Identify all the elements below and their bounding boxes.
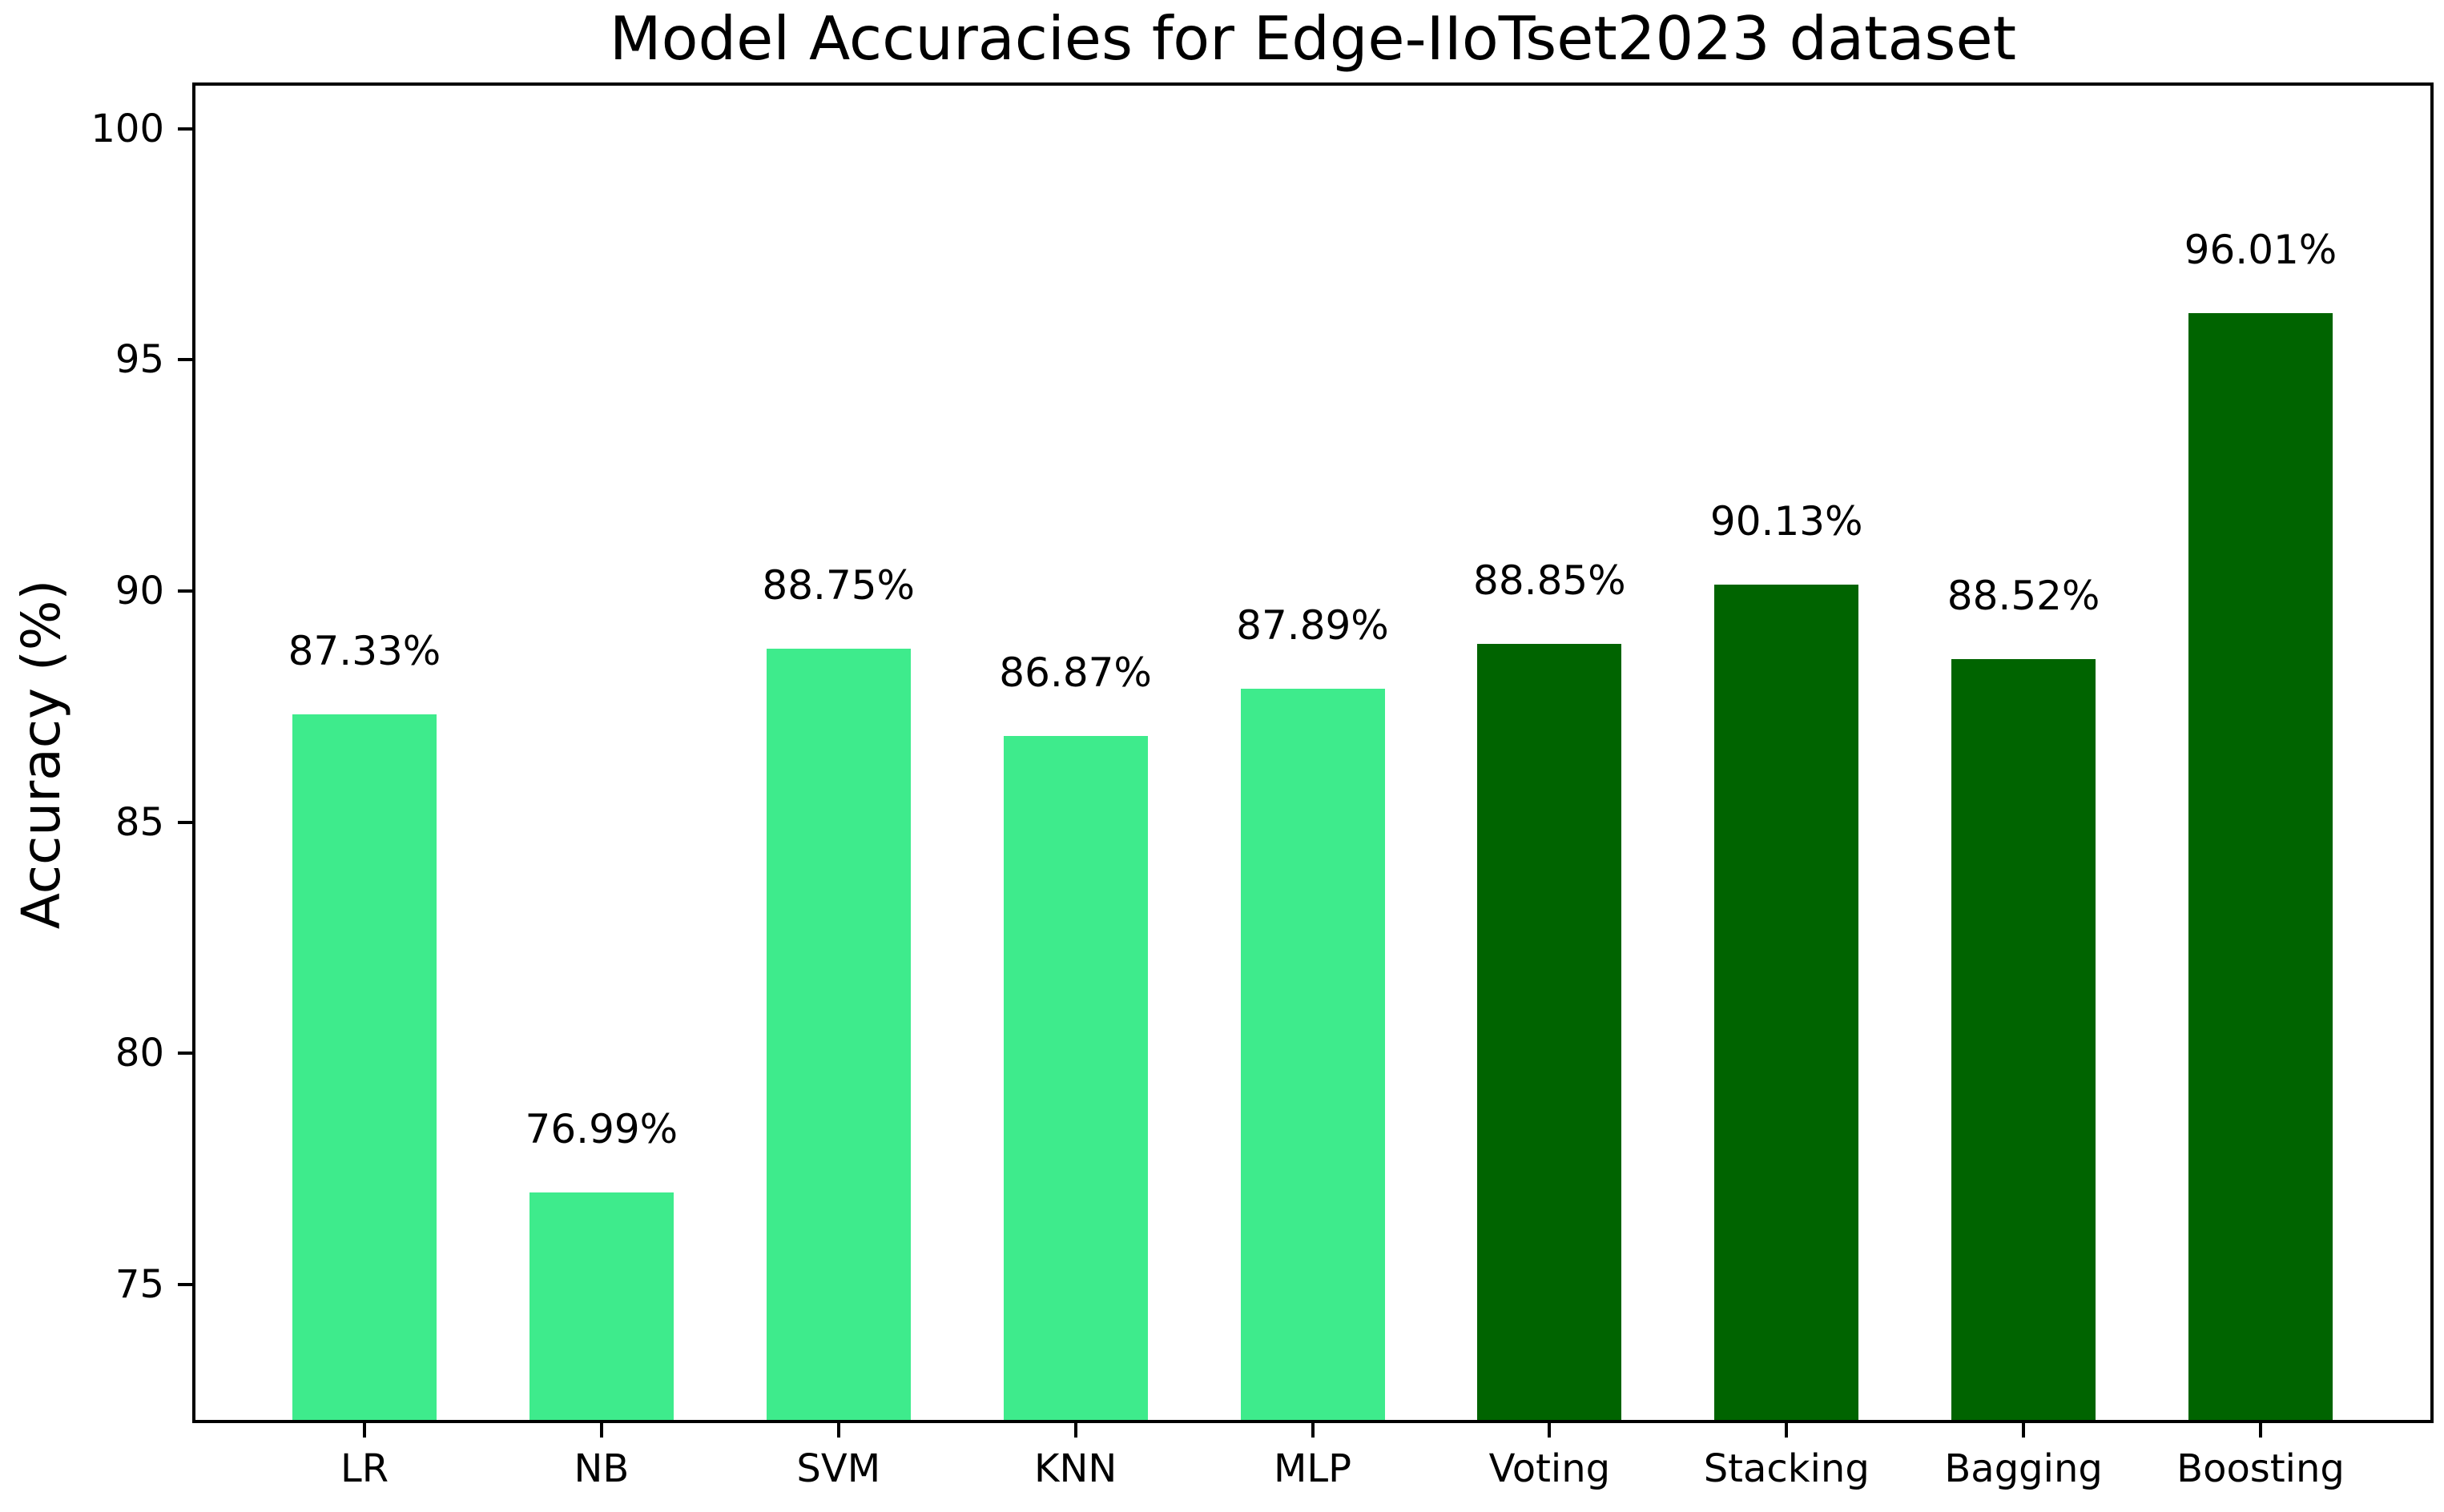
y-axis-tick xyxy=(178,1052,192,1056)
y-axis-tick xyxy=(178,358,192,362)
x-axis-tick-label: Boosting xyxy=(2176,1446,2345,1491)
y-axis-tick xyxy=(178,1282,192,1286)
x-axis-tick-label: Voting xyxy=(1488,1446,1611,1491)
y-axis-tick-label: 85 xyxy=(115,799,164,845)
x-axis-tick-label: Stacking xyxy=(1703,1446,1870,1491)
y-axis-tick xyxy=(178,589,192,593)
y-axis-label: Accuracy (%) xyxy=(10,579,72,930)
bar-value-label: 86.87% xyxy=(999,649,1152,696)
y-axis-tick xyxy=(178,127,192,131)
bar-value-label: 90.13% xyxy=(1709,498,1863,545)
y-axis-tick-label: 100 xyxy=(91,106,164,151)
x-axis-tick xyxy=(1311,1423,1315,1438)
bar-knn xyxy=(1003,735,1148,1420)
bar-value-label: 96.01% xyxy=(2184,227,2337,274)
y-axis-tick-label: 95 xyxy=(115,337,164,383)
bar-svm xyxy=(766,649,911,1420)
x-axis-tick xyxy=(836,1423,840,1438)
bar-value-label: 76.99% xyxy=(525,1105,678,1152)
bar-value-label: 87.89% xyxy=(1236,601,1389,649)
y-axis-tick-label: 80 xyxy=(115,1031,164,1076)
x-axis-tick xyxy=(2022,1423,2026,1438)
bar-value-label: 88.85% xyxy=(1473,557,1626,605)
bar-value-label: 88.52% xyxy=(1947,573,2100,620)
bar-voting xyxy=(1477,644,1622,1420)
bar-boosting xyxy=(2188,313,2333,1420)
x-axis-tick-label: NB xyxy=(574,1446,630,1491)
bar-value-label: 88.75% xyxy=(762,562,916,609)
x-axis-tick-label: Bagging xyxy=(1944,1446,2103,1491)
x-axis-tick xyxy=(2259,1423,2262,1438)
y-axis-tick xyxy=(178,820,192,824)
bar-value-label: 87.33% xyxy=(288,628,441,675)
x-axis-tick-label: LR xyxy=(340,1446,389,1491)
y-axis-tick-label: 90 xyxy=(115,568,164,613)
x-axis-tick xyxy=(1785,1423,1789,1438)
x-axis-tick-label: MLP xyxy=(1273,1446,1352,1491)
x-axis-tick xyxy=(1073,1423,1077,1438)
bar-mlp xyxy=(1240,688,1385,1420)
bar-stacking xyxy=(1714,585,1859,1420)
x-axis-tick xyxy=(363,1423,366,1438)
x-axis-tick xyxy=(599,1423,603,1438)
y-axis-tick-label: 75 xyxy=(115,1261,164,1307)
bar-lr xyxy=(292,714,437,1420)
x-axis-tick xyxy=(1548,1423,1552,1438)
chart-title: Model Accuracies for Edge-IIoTset2023 da… xyxy=(609,3,2017,74)
bar-bagging xyxy=(1951,659,2096,1420)
bar-nb xyxy=(529,1192,674,1420)
x-axis-tick-label: SVM xyxy=(796,1446,881,1491)
x-axis-tick-label: KNN xyxy=(1033,1446,1117,1491)
